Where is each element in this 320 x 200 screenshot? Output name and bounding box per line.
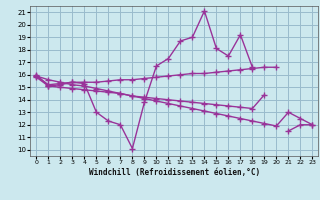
X-axis label: Windchill (Refroidissement éolien,°C): Windchill (Refroidissement éolien,°C) (89, 168, 260, 177)
